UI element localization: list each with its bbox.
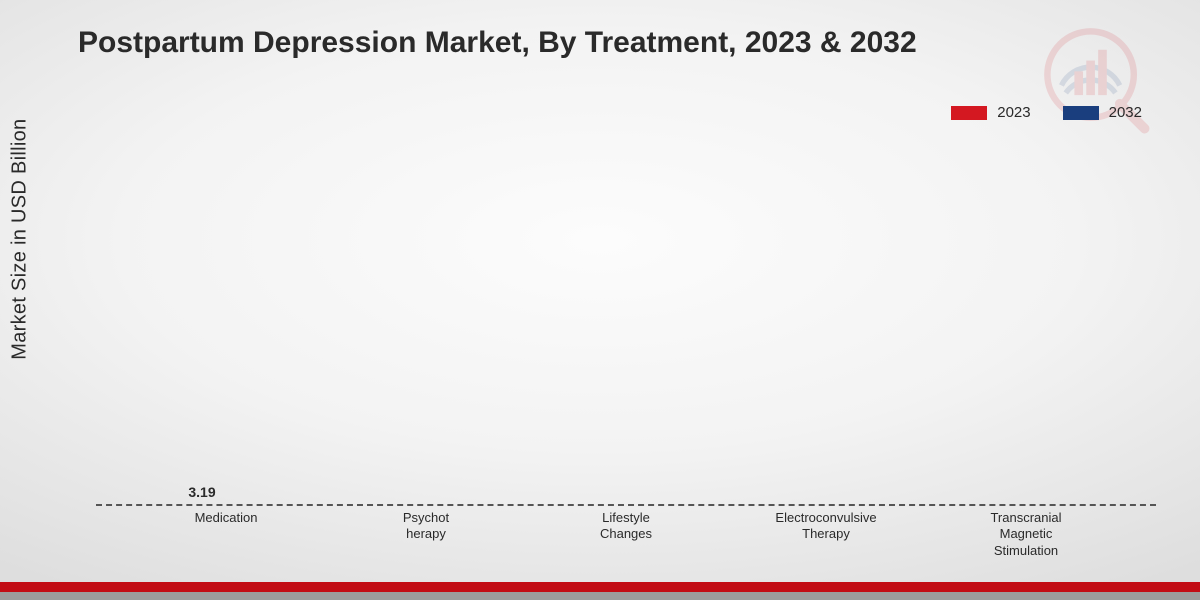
x-axis-category-label: TranscranialMagneticStimulation: [961, 510, 1091, 566]
bar-value-label: 3.19: [180, 484, 224, 500]
baseline: [96, 504, 1156, 506]
legend-label-2032: 2032: [1109, 104, 1142, 121]
x-axis-labels: Medication Psychotherapy LifestyleChanges E…: [96, 510, 1156, 566]
footer-bar: [0, 586, 1200, 600]
bar-group: [961, 160, 1091, 506]
x-axis-category-label: Psychotherapy: [361, 510, 491, 566]
x-axis-category-label: Medication: [161, 510, 291, 566]
legend: 2023 2032: [951, 104, 1142, 121]
chart-title: Postpartum Depression Market, By Treatme…: [78, 26, 917, 60]
plot-area: 3.19: [96, 160, 1156, 506]
bar-groups: 3.19: [96, 160, 1156, 506]
bar-group: [561, 160, 691, 506]
legend-swatch-2023: [951, 106, 987, 120]
legend-item-2023: 2023: [951, 104, 1030, 121]
bar-group: 3.19: [161, 160, 291, 506]
x-axis-category-label: ElectroconvulsiveTherapy: [761, 510, 891, 566]
bar-group: [361, 160, 491, 506]
legend-swatch-2032: [1063, 106, 1099, 120]
legend-item-2032: 2032: [1063, 104, 1142, 121]
y-axis-label: Market Size in USD Billion: [9, 119, 32, 360]
footer-stripe-red: [0, 582, 1200, 592]
footer-stripe-grey: [0, 592, 1200, 600]
x-axis-category-label: LifestyleChanges: [561, 510, 691, 566]
legend-label-2023: 2023: [997, 104, 1030, 121]
bar-group: [761, 160, 891, 506]
